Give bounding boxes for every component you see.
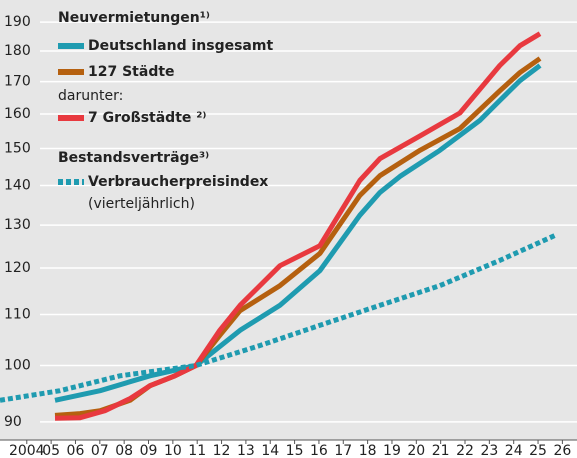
x-tick-label: 08: [115, 443, 133, 458]
line: [54, 31, 542, 421]
y-tick-label: 190: [4, 14, 31, 30]
x-tick-label: 11: [188, 443, 206, 458]
plot-background: [0, 0, 577, 440]
legend-label: Deutschland insgesamt: [88, 38, 273, 54]
x-tick-label: 17: [334, 443, 352, 458]
y-tick-label: 180: [4, 43, 31, 59]
legend-label: 127 Städte: [88, 64, 175, 80]
x-tick-label: 18: [359, 443, 377, 458]
legend-text: Neuvermietungen¹⁾: [58, 10, 210, 26]
y-tick-label: 130: [4, 217, 31, 233]
y-tick-label: 110: [4, 306, 31, 322]
x-tick-label: 22: [456, 443, 474, 458]
x-tick-label: 24: [505, 443, 523, 458]
x-tick-label: 10: [164, 443, 182, 458]
line: [54, 63, 542, 403]
x-tick-label: 20: [407, 443, 425, 458]
y-tick-label: 160: [4, 106, 31, 122]
line: [0, 233, 556, 403]
x-tick-label: 06: [67, 443, 85, 458]
legend-text: Bestandsverträge³⁾: [58, 150, 209, 166]
legend-label: 7 Großstädte ²⁾: [88, 110, 206, 126]
x-tick-label: 14: [261, 443, 279, 458]
x-tick-label: 21: [432, 443, 450, 458]
y-tick-label: 100: [4, 357, 31, 373]
y-tick-label: 150: [4, 141, 31, 157]
legend-label: Verbraucherpreisindex: [88, 174, 268, 190]
x-tick-label: 15: [286, 443, 304, 458]
x-tick-label: 26: [553, 443, 571, 458]
x-tick-label: 25: [529, 443, 547, 458]
x-tick-label: 19: [383, 443, 401, 458]
x-tick-label: 13: [237, 443, 255, 458]
x-tick-label: 2004: [9, 443, 45, 458]
legend-text: (vierteljährlich): [88, 196, 195, 212]
x-tick-label: 07: [91, 443, 109, 458]
y-tick-label: 90: [4, 414, 22, 430]
x-tick-label: 16: [310, 443, 328, 458]
x-tick-label: 09: [140, 443, 158, 458]
x-tick-label: 05: [42, 443, 60, 458]
x-tick-label: 23: [480, 443, 498, 458]
y-tick-label: 170: [4, 74, 31, 90]
y-tick-label: 140: [4, 177, 31, 193]
y-tick-label: 120: [4, 260, 31, 276]
legend-text: darunter:: [58, 88, 123, 104]
x-tick-label: 12: [213, 443, 231, 458]
